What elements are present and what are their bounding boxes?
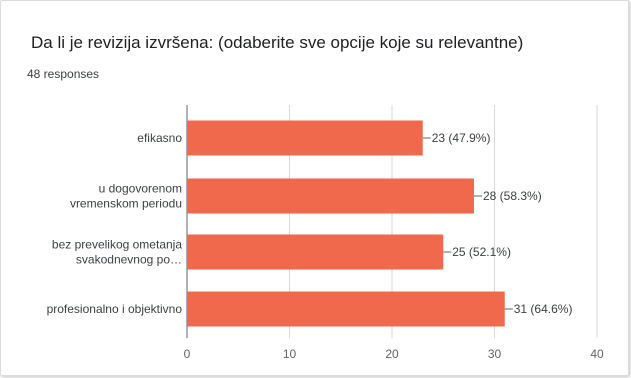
chart-title: Da li je revizija izvršena: (odaberite s… — [31, 33, 524, 52]
category-label: efikasno — [137, 131, 182, 145]
data-label: 31 (64.6%) — [514, 302, 573, 316]
x-tick-label: 10 — [283, 347, 297, 361]
bar — [187, 120, 423, 156]
category-label: profesionalno i objektivno — [47, 302, 183, 316]
x-tick-label: 20 — [385, 347, 399, 361]
category-label: u dogovorenom — [99, 182, 182, 196]
data-label: 23 (47.9%) — [432, 131, 491, 145]
bar — [187, 178, 474, 214]
x-tick-label: 40 — [590, 347, 604, 361]
bar — [187, 291, 505, 327]
x-tick-label: 0 — [184, 347, 191, 361]
category-label: vremenskom periodu — [70, 197, 182, 211]
data-label: 28 (58.3%) — [483, 189, 542, 203]
category-label: svakodnevnog po… — [76, 253, 182, 267]
data-label: 25 (52.1%) — [452, 245, 511, 259]
category-label: bez prevelikog ometanja — [52, 238, 182, 252]
bar — [187, 234, 444, 270]
response-count: 48 responses — [27, 67, 100, 81]
x-tick-label: 30 — [488, 347, 502, 361]
